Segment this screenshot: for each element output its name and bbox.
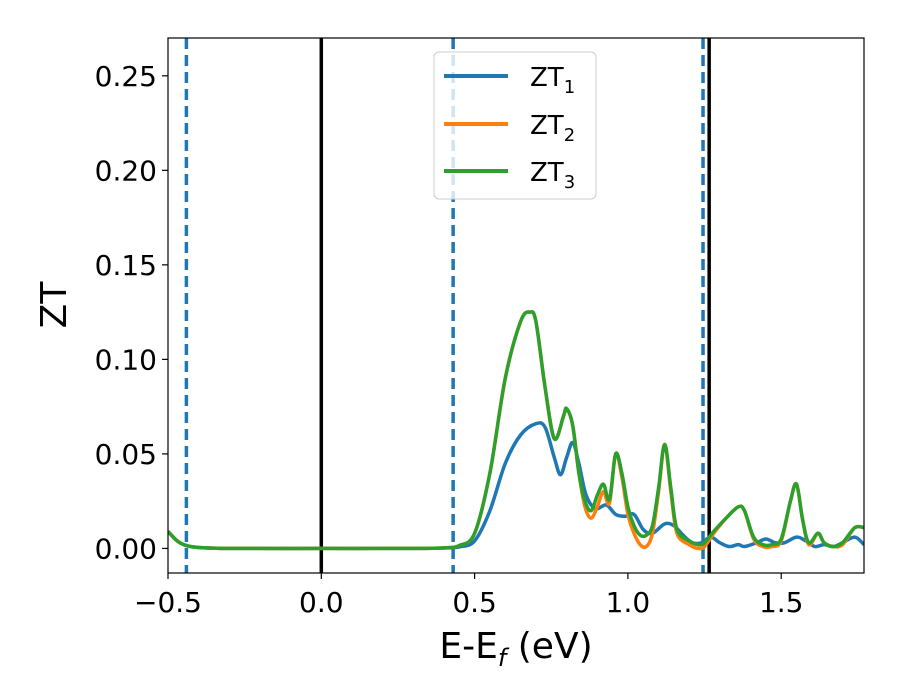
series-lines bbox=[168, 310, 864, 551]
legend-label-zt1-main: ZT bbox=[530, 63, 564, 93]
legend-label-zt2: ZT2 bbox=[530, 111, 575, 146]
y-tick-label: 0.10 bbox=[95, 343, 157, 376]
legend-label-zt3-main: ZT bbox=[530, 158, 564, 188]
y-axis-ticks: 0.00 0.05 0.10 0.15 0.20 0.25 bbox=[95, 60, 168, 565]
y-tick-label: 0.05 bbox=[95, 438, 157, 471]
legend: ZT1 ZT2 ZT3 bbox=[433, 51, 597, 200]
legend-label-zt2-main: ZT bbox=[530, 111, 564, 141]
x-tick-label: 1.5 bbox=[759, 586, 804, 619]
y-axis-label: ZT bbox=[34, 281, 75, 329]
y-tick-label: 0.00 bbox=[95, 532, 157, 565]
series-line-zt1 bbox=[168, 421, 864, 551]
legend-label-zt3-sub: 3 bbox=[564, 172, 575, 193]
legend-label-zt3: ZT3 bbox=[530, 158, 575, 193]
series-line-zt3 bbox=[168, 310, 864, 551]
y-tick-label: 0.20 bbox=[95, 154, 157, 187]
x-tick-label: −0.5 bbox=[134, 586, 202, 619]
x-tick-label: 0.0 bbox=[299, 586, 344, 619]
x-axis-label-unit: (eV) bbox=[506, 626, 592, 667]
x-axis-label: E-Ef (eV) bbox=[439, 626, 592, 672]
x-tick-label: 1.0 bbox=[606, 586, 651, 619]
plot-frame bbox=[167, 37, 865, 574]
x-tick-label: 0.5 bbox=[452, 586, 497, 619]
y-tick-label: 0.25 bbox=[95, 60, 157, 93]
y-tick-label: 0.15 bbox=[95, 249, 157, 282]
legend-label-zt1-sub: 1 bbox=[564, 77, 575, 98]
series-line-zt2 bbox=[168, 310, 864, 551]
x-axis-ticks: −0.5 0.0 0.5 1.0 1.5 bbox=[134, 573, 803, 619]
legend-box bbox=[433, 51, 597, 200]
legend-label-zt2-sub: 2 bbox=[564, 125, 575, 146]
x-axis-label-main: E-E bbox=[439, 626, 497, 667]
legend-label-zt1: ZT1 bbox=[530, 63, 575, 98]
